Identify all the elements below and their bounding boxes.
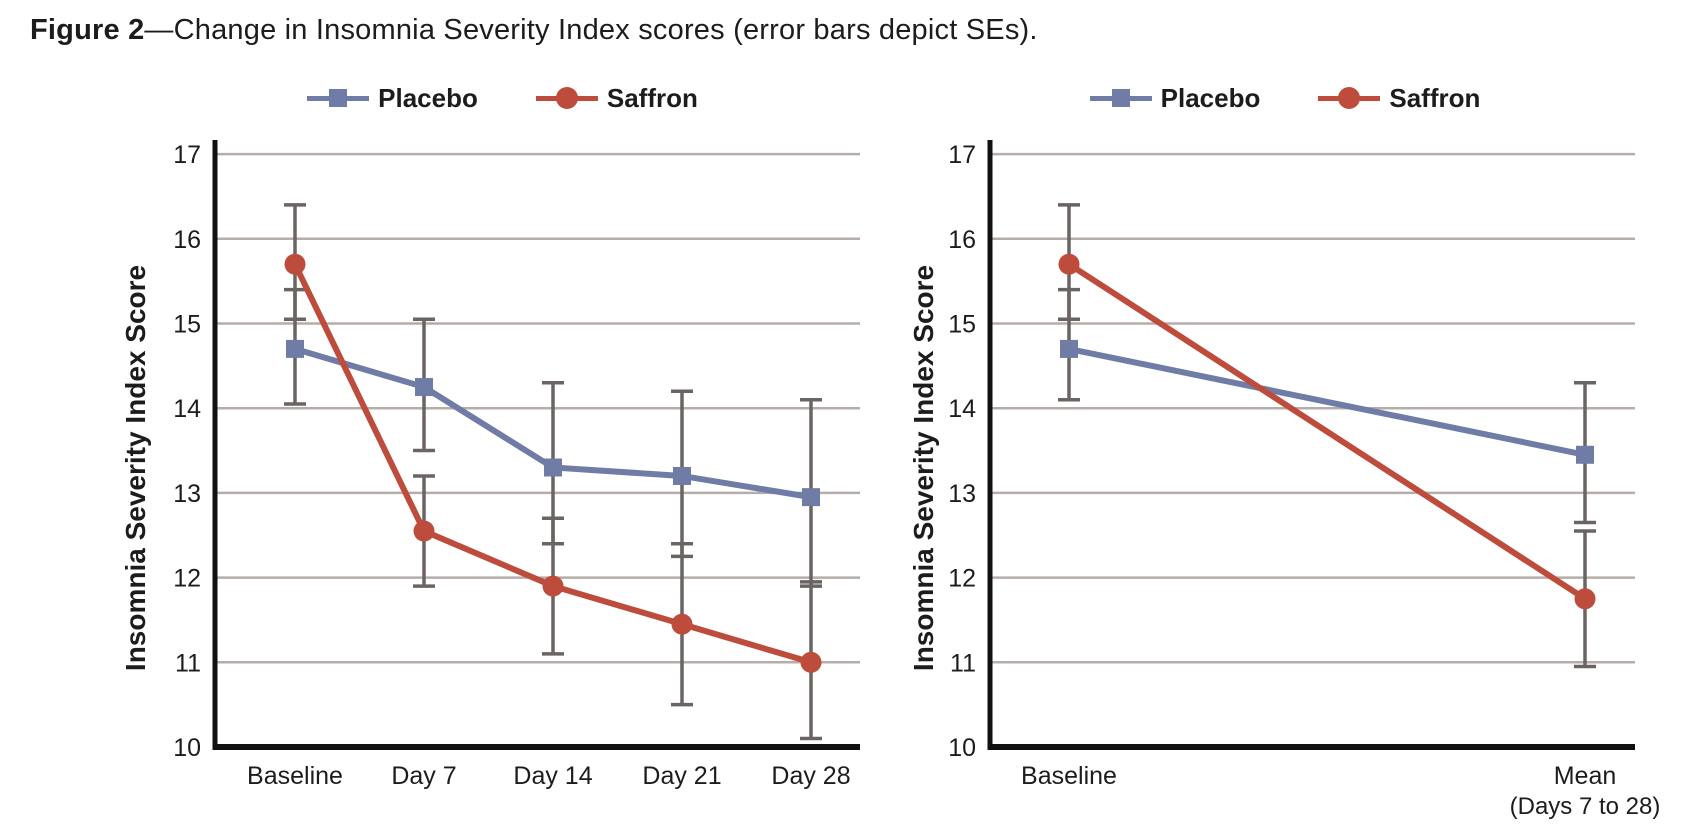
y-tick-label: 13 — [173, 480, 201, 508]
legend-item-placebo: Placebo — [307, 83, 478, 114]
placebo-line — [1068, 345, 1586, 458]
y-tick-label: 17 — [173, 141, 201, 169]
saffron-circle-marker-icon — [1318, 87, 1381, 109]
placebo-marker — [286, 339, 304, 358]
legend-label-placebo: Placebo — [1160, 82, 1261, 113]
placebo-marker — [1576, 445, 1594, 464]
x-tick-label: Baseline — [1021, 762, 1117, 790]
y-tick-label: 11 — [175, 649, 201, 677]
placebo-square-marker-icon — [1089, 87, 1152, 109]
saffron-marker — [671, 613, 693, 635]
saffron-marker — [1574, 588, 1596, 610]
y-tick-label: 12 — [948, 565, 976, 593]
saffron-line — [1067, 261, 1587, 602]
x-tick-label: Day 7 — [391, 762, 456, 790]
legend-item-saffron: Saffron — [535, 82, 698, 114]
legend-item-saffron: Saffron — [1318, 83, 1480, 114]
y-tick-label: 14 — [173, 395, 201, 423]
saffron-marker — [284, 253, 306, 275]
y-tick-label: 17 — [948, 141, 976, 169]
y-tick-label: 10 — [173, 734, 201, 762]
x-tick-label: Mean — [1554, 762, 1617, 790]
y-axis-title: Insomnia Severity Index Score — [908, 265, 939, 671]
legend-label-placebo: Placebo — [378, 82, 478, 113]
y-tick-label: 16 — [948, 226, 976, 254]
legend-item-placebo: Placebo — [1089, 82, 1261, 114]
x-tick-label: Day 14 — [513, 762, 592, 790]
y-tick-label: 13 — [948, 480, 976, 508]
x-tick-label: Day 21 — [642, 762, 721, 790]
placebo-marker — [673, 466, 691, 485]
y-tick-label: 11 — [950, 649, 976, 677]
saffron-marker — [800, 651, 822, 673]
y-tick-label: 15 — [948, 311, 976, 339]
y-tick-label: 12 — [173, 565, 201, 593]
placebo-square-marker-icon — [307, 87, 370, 109]
placebo-marker — [1060, 339, 1078, 358]
legend-right: Placebo Saffron — [960, 78, 1610, 118]
legend-label-saffron: Saffron — [606, 82, 698, 113]
y-tick-label: 16 — [173, 226, 201, 254]
y-tick-label: 14 — [948, 395, 976, 423]
x-tick-label: Day 28 — [771, 762, 850, 790]
saffron-circle-marker-icon — [535, 87, 598, 109]
placebo-marker — [415, 378, 433, 397]
insomnia-line-chart-right: 17 16 15 14 13 12 11 10 Baseline Mean (Days 7 to 2… — [908, 140, 1661, 820]
figure-caption-text: —Change in Insomnia Severity Index score… — [144, 14, 1038, 46]
x-tick-label: Baseline — [247, 762, 343, 790]
legend-left: Placebo Saffron — [180, 78, 825, 118]
saffron-marker — [413, 520, 435, 542]
figure-caption-label: Figure 2 — [30, 14, 145, 46]
x-tick-sublabel: (Days 7 to 28) — [1510, 793, 1661, 820]
saffron-marker — [542, 575, 564, 597]
figure-caption: Figure 2—Change in Insomnia Severity Ind… — [30, 14, 1038, 47]
placebo-marker — [544, 458, 562, 477]
y-axis-title: Insomnia Severity Index Score — [120, 265, 151, 671]
y-tick-label: 15 — [173, 311, 201, 339]
placebo-marker — [802, 488, 820, 507]
y-tick-label: 10 — [948, 734, 976, 762]
saffron-marker — [1058, 253, 1080, 275]
insomnia-line-chart-left: 17 16 15 14 13 12 11 10 Baseline Day 7 Day 14 Day 2… — [120, 140, 860, 790]
legend-label-saffron: Saffron — [1389, 82, 1481, 113]
